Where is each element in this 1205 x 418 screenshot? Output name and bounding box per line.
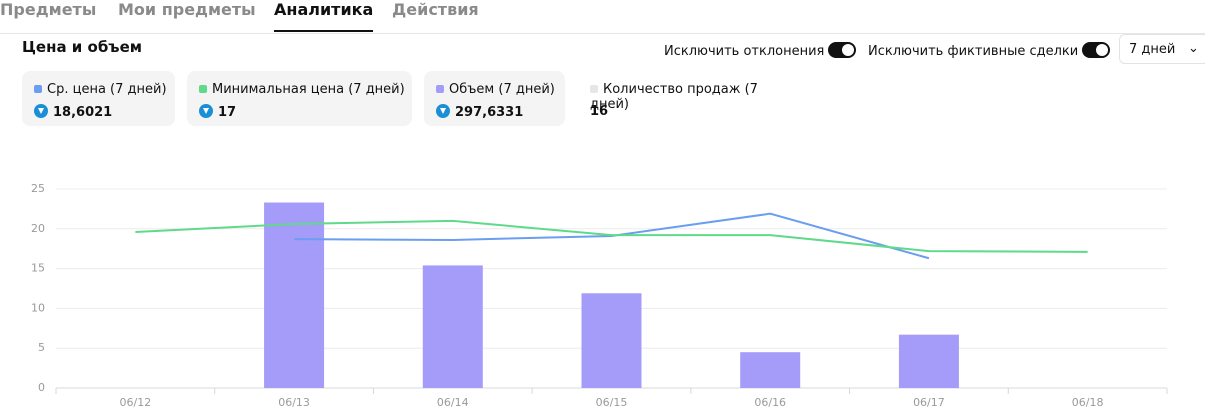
x-tick-label: 06/18 bbox=[1072, 396, 1104, 409]
period-label: 7 дней bbox=[1129, 42, 1176, 57]
x-tick-label: 06/17 bbox=[913, 396, 945, 409]
toggle[interactable]: Исключить отклонения bbox=[664, 42, 857, 59]
stat-label-row: Объем (7 дней) bbox=[436, 82, 555, 97]
stat-label-row: Количество продаж (7 дней) bbox=[590, 82, 778, 112]
switch[interactable] bbox=[828, 42, 857, 58]
stat-card: Количество продаж (7 дней) 16 bbox=[578, 71, 778, 126]
bar bbox=[581, 293, 642, 388]
stat-card: Объем (7 дней) 297,6331 bbox=[424, 71, 565, 126]
y-tick-label: 5 bbox=[38, 341, 45, 354]
stat-value-row: 17 bbox=[199, 104, 236, 120]
y-tick-label: 25 bbox=[31, 182, 45, 195]
period-dropdown[interactable]: 7 дней ⌄ bbox=[1119, 34, 1205, 64]
stat-label-row: Ср. цена (7 дней) bbox=[34, 82, 167, 97]
currency-icon bbox=[436, 104, 450, 118]
x-tick-label: 06/16 bbox=[754, 396, 786, 409]
divider bbox=[0, 33, 1205, 34]
stat-card: Ср. цена (7 дней) 18,6021 bbox=[22, 71, 175, 126]
stat-label: Объем (7 дней) bbox=[449, 82, 555, 97]
chart: 0 5 10 15 20 25 06/12 06/13 06/14 06/15 06/16 06/17… bbox=[31, 182, 1168, 409]
stat-value: 16 bbox=[590, 104, 609, 119]
line bbox=[135, 219, 1088, 253]
stat-value: 18,6021 bbox=[53, 105, 113, 120]
bar bbox=[898, 334, 959, 388]
x-tick-label: 06/13 bbox=[278, 396, 310, 409]
x-tick-label: 06/12 bbox=[120, 396, 152, 409]
y-tick-label: 0 bbox=[38, 381, 45, 394]
tab[interactable]: Предметы bbox=[0, 0, 97, 19]
swatch bbox=[199, 85, 207, 93]
swatch bbox=[590, 85, 598, 93]
stat-value: 297,6331 bbox=[455, 105, 524, 120]
toggle-label: Исключить фиктивные сделки bbox=[868, 44, 1079, 59]
y-tick-label: 15 bbox=[31, 262, 45, 275]
stat-label: Минимальная цена (7 дней) bbox=[212, 82, 405, 97]
y-tick-label: 10 bbox=[31, 301, 45, 314]
stat-value-row: 16 bbox=[590, 104, 608, 119]
swatch bbox=[436, 85, 444, 93]
switch[interactable] bbox=[1082, 42, 1111, 58]
bar bbox=[740, 352, 801, 388]
stat-label: Количество продаж (7 дней) bbox=[590, 82, 758, 112]
section-title: Цена и объем bbox=[22, 38, 143, 56]
x-tick-label: 06/14 bbox=[437, 396, 469, 409]
swatch bbox=[34, 85, 42, 93]
stat-label-row: Минимальная цена (7 дней) bbox=[199, 82, 405, 97]
stat-card: Минимальная цена (7 дней) 17 bbox=[187, 71, 412, 126]
x-tick-label: 06/15 bbox=[596, 396, 628, 409]
currency-icon bbox=[34, 104, 48, 118]
stat-value-row: 297,6331 bbox=[436, 104, 523, 120]
toggle[interactable]: Исключить фиктивные сделки bbox=[868, 42, 1111, 59]
chevron: ⌄ bbox=[1188, 41, 1199, 56]
y-tick-label: 20 bbox=[31, 222, 45, 235]
bar bbox=[422, 265, 483, 388]
currency-icon bbox=[199, 104, 213, 118]
tab[interactable]: Действия bbox=[392, 0, 479, 19]
tab[interactable]: Аналитика bbox=[274, 0, 374, 32]
bar bbox=[264, 202, 325, 388]
stat-value-row: 18,6021 bbox=[34, 104, 112, 120]
stat-label: Ср. цена (7 дней) bbox=[47, 82, 167, 97]
stat-value: 17 bbox=[218, 105, 237, 120]
tab[interactable]: Мои предметы bbox=[118, 0, 256, 19]
tab-underline bbox=[274, 30, 374, 32]
toggle-label: Исключить отклонения bbox=[664, 44, 825, 59]
